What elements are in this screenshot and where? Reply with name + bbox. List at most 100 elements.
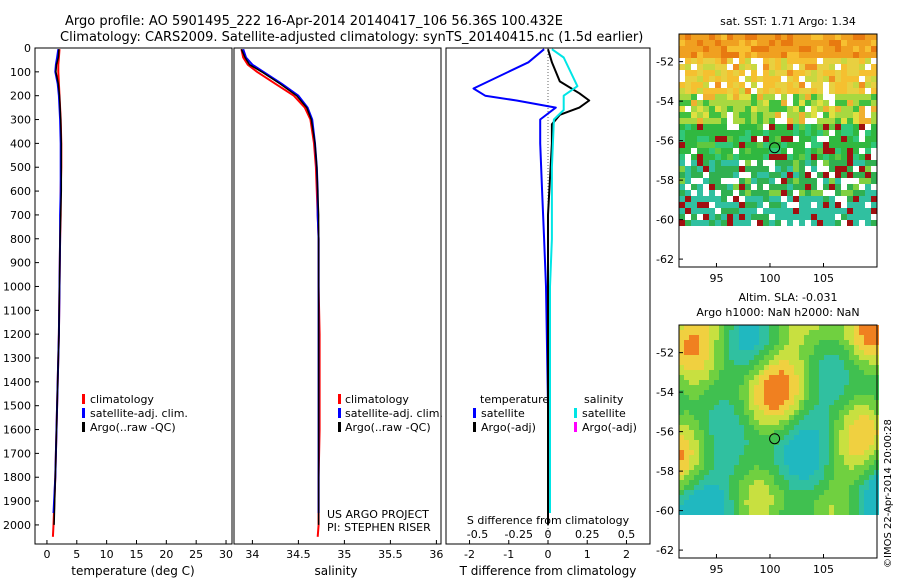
sla-cell <box>749 400 754 405</box>
sla-cell <box>809 470 814 475</box>
sla-cell <box>839 340 844 345</box>
sla-cell <box>834 445 839 450</box>
sst-cell <box>799 124 805 130</box>
sla-cell <box>764 400 769 405</box>
sla-cell <box>739 460 744 465</box>
sst-cell <box>829 184 835 190</box>
sla-cell <box>719 490 724 495</box>
salinity-series <box>240 48 321 537</box>
sla-cell <box>859 360 864 365</box>
sla-cell <box>729 490 734 495</box>
sla-cell <box>749 340 754 345</box>
sla-cell <box>749 355 754 360</box>
sla-cell <box>854 395 859 400</box>
sst-cell <box>835 40 841 46</box>
sst-cell <box>865 46 871 52</box>
sst-cell <box>805 136 811 142</box>
sla-cell <box>794 450 799 455</box>
sst-cell <box>733 112 739 118</box>
sla-cell <box>799 485 804 490</box>
sla-cell <box>779 450 784 455</box>
sla-cell <box>804 380 809 385</box>
sla-cell <box>734 450 739 455</box>
x-tick-label: 20 <box>159 548 173 561</box>
sla-cell <box>829 385 834 390</box>
sst-cell <box>829 190 835 196</box>
sst-cell <box>817 214 823 220</box>
sla-cell <box>784 510 789 515</box>
sla-cell <box>734 485 739 490</box>
sst-cell <box>697 112 703 118</box>
sst-cell <box>811 124 817 130</box>
sla-cell <box>799 435 804 440</box>
sla-cell <box>724 500 729 505</box>
sst-cell <box>835 88 841 94</box>
sla-cell <box>684 420 689 425</box>
sst-cell <box>781 124 787 130</box>
sst-cell <box>847 148 853 154</box>
sst-cell <box>865 124 871 130</box>
sla-cell <box>859 440 864 445</box>
sst-cell <box>835 118 841 124</box>
sla-cell <box>729 330 734 335</box>
sla-cell <box>864 465 869 470</box>
sst-cell <box>865 58 871 64</box>
sla-cell <box>784 495 789 500</box>
sla-cell <box>709 445 714 450</box>
sla-cell <box>854 375 859 380</box>
sla-cell <box>794 510 799 515</box>
sla-cell <box>724 355 729 360</box>
sla-cell <box>854 410 859 415</box>
sst-cell <box>763 208 769 214</box>
sla-cell <box>814 380 819 385</box>
sla-cell <box>709 385 714 390</box>
sst-cell <box>871 208 877 214</box>
sla-cell <box>824 355 829 360</box>
sst-cell <box>727 208 733 214</box>
sst-cell <box>859 202 865 208</box>
sla-cell <box>719 380 724 385</box>
sla-cell <box>679 355 684 360</box>
sla-cell <box>754 415 759 420</box>
sst-cell <box>865 136 871 142</box>
sla-cell <box>719 440 724 445</box>
sla-cell <box>759 380 764 385</box>
sst-cell <box>853 220 859 226</box>
sla-cell <box>744 455 749 460</box>
sla-cell <box>869 365 874 370</box>
sst-cell <box>757 34 763 40</box>
sla-cell <box>814 345 819 350</box>
sla-cell <box>794 325 799 330</box>
sst-cell <box>853 88 859 94</box>
sla-cell <box>754 465 759 470</box>
sla-cell <box>859 410 864 415</box>
sst-cell <box>781 148 787 154</box>
sla-cell <box>809 335 814 340</box>
sla-cell <box>689 400 694 405</box>
sla-cell <box>749 405 754 410</box>
sst-cell <box>805 40 811 46</box>
sla-cell <box>764 325 769 330</box>
sla-cell <box>699 395 704 400</box>
sla-cell <box>679 500 684 505</box>
sla-cell <box>844 460 849 465</box>
sla-cell <box>729 420 734 425</box>
sla-cell <box>869 395 874 400</box>
sst-cell <box>847 184 853 190</box>
sla-cell <box>784 355 789 360</box>
sla-cell <box>859 370 864 375</box>
sla-cell <box>834 440 839 445</box>
sst-cell <box>853 94 859 100</box>
sst-cell <box>781 166 787 172</box>
sst-cell <box>853 40 859 46</box>
sst-cell <box>871 100 877 106</box>
sst-cell <box>703 178 709 184</box>
sst-cell <box>829 88 835 94</box>
sla-cell <box>694 425 699 430</box>
sst-cell <box>739 154 745 160</box>
sla-cell <box>764 455 769 460</box>
sst-cell <box>853 178 859 184</box>
argo-position-marker <box>769 142 781 154</box>
sla-cell <box>829 490 834 495</box>
sla-cell <box>739 505 744 510</box>
